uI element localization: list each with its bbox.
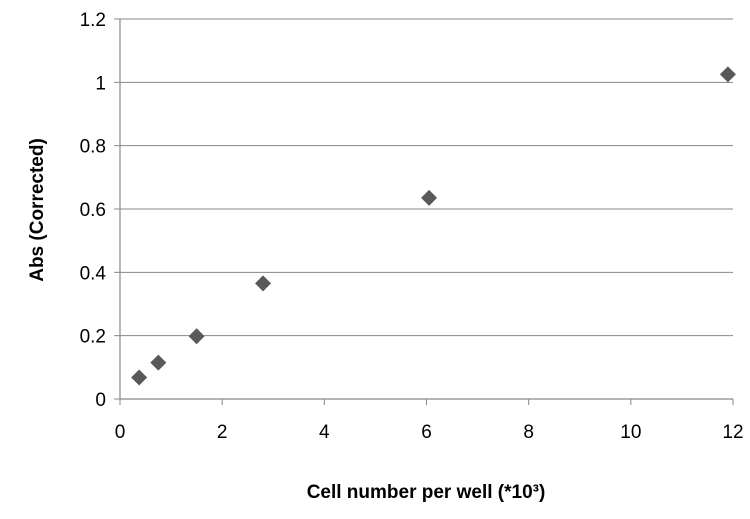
- y-tick-label: 1: [95, 73, 106, 94]
- x-tick-label: 2: [217, 422, 228, 443]
- x-axis-title: Cell number per well (*10³): [307, 482, 546, 503]
- y-tick-label: 0.6: [80, 200, 106, 221]
- tick-labels: 0 0.2 0.4 0.6 0.8 1 1.2 0 2 4 6 8 10 12: [80, 10, 744, 443]
- x-tick-label: 4: [319, 422, 330, 443]
- y-tick-label: 0.4: [80, 263, 107, 284]
- y-tick-label: 1.2: [80, 10, 106, 31]
- data-point-diamond: [131, 369, 148, 386]
- data-point-diamond: [719, 66, 736, 83]
- y-axis-title: Abs (Corrected): [27, 138, 48, 282]
- data-points: [131, 66, 736, 386]
- data-point-diamond: [188, 328, 205, 345]
- x-tick-label: 10: [620, 422, 641, 443]
- data-point-diamond: [255, 275, 272, 292]
- x-tick-label: 6: [421, 422, 432, 443]
- axes: [114, 18, 734, 405]
- y-tick-label: 0.8: [80, 137, 106, 158]
- x-tick-label: 8: [523, 422, 534, 443]
- gridlines: [120, 18, 733, 337]
- y-tick-label: 0: [95, 390, 106, 411]
- x-tick-label: 12: [722, 422, 743, 443]
- data-point-diamond: [150, 354, 167, 371]
- x-tick-label: 0: [115, 422, 126, 443]
- y-tick-label: 0.2: [80, 327, 106, 348]
- data-point-diamond: [421, 189, 438, 206]
